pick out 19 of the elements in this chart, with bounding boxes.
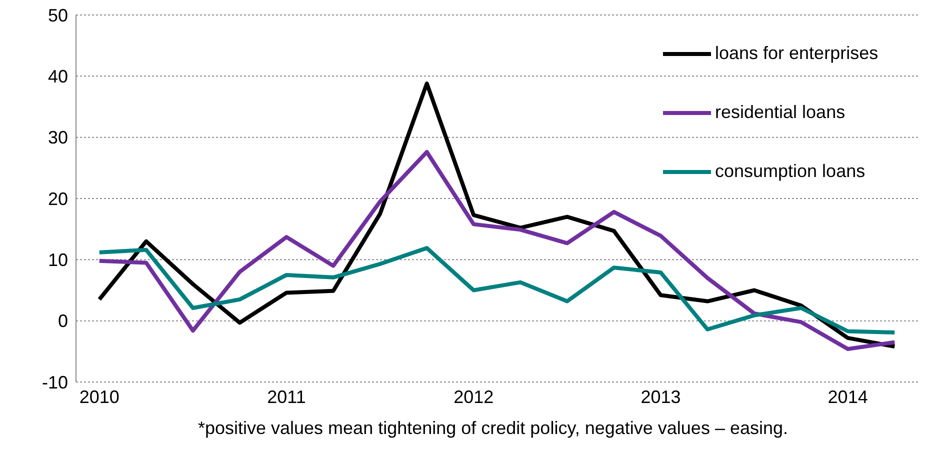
legend-label: residential loans [715,102,846,123]
x-tick-label: 2010 [79,386,120,407]
y-tick-label: 0 [58,311,68,332]
y-tick-label: 20 [48,188,68,209]
x-tick-label: 2014 [828,386,868,407]
line-series [97,150,897,351]
x-tick-label: 2013 [640,386,681,407]
x-tick-label: 2011 [267,386,306,407]
y-tick-label: 10 [48,250,68,270]
line-series [97,82,897,349]
y-tick-label: 50 [48,5,68,26]
legend-label: loans for enterprises [715,43,878,64]
x-tick-label: 2012 [454,386,494,407]
y-tick-label: -10 [42,372,68,392]
y-tick-label: 40 [48,66,68,87]
legend-label: consumption loans [715,161,866,182]
y-tick-label: 30 [48,128,68,148]
line-series [97,246,897,334]
text: *positive values mean tightening of credit policy, negative values – easing. [196,418,790,439]
